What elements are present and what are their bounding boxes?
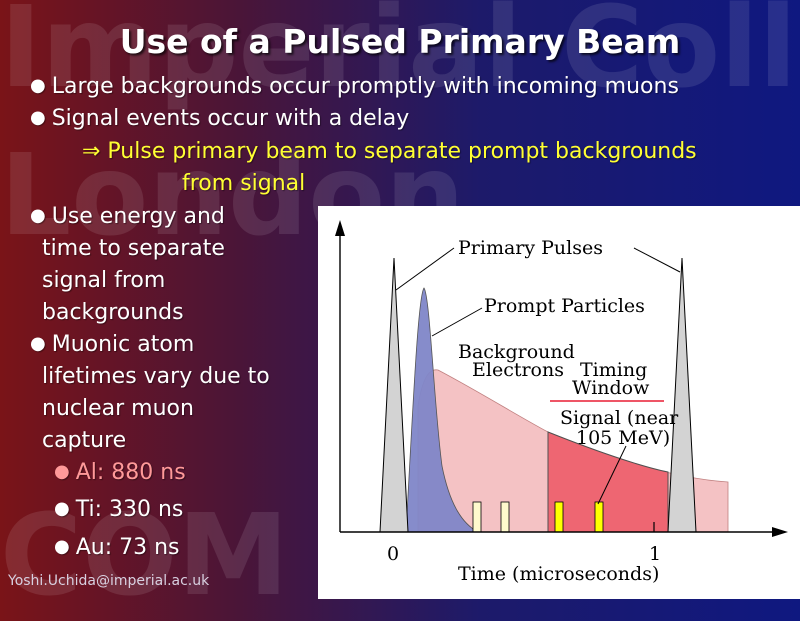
muonic-line-2: lifetimes vary due to bbox=[42, 364, 270, 389]
marker-pale-2 bbox=[500, 501, 510, 533]
slide-title: Use of a Pulsed Primary Beam bbox=[119, 22, 681, 61]
bullet-muonic-atom: Muonic atom bbox=[30, 332, 195, 357]
leader-primary-right bbox=[633, 247, 681, 273]
leader-signal bbox=[597, 445, 627, 505]
bullet-energy-time: Use energy and bbox=[30, 204, 225, 229]
arrow-line-1: ⇒ Pulse primary beam to separate prompt … bbox=[82, 139, 697, 164]
bullet-text: Au: 73 ns bbox=[75, 535, 180, 560]
marker-yellow-1 bbox=[554, 501, 564, 533]
timing-diagram: Primary Pulses Prompt Particles Backgrou… bbox=[318, 206, 800, 599]
label-timing-2: Window bbox=[572, 377, 650, 399]
bullet-text: Signal events occur with a delay bbox=[51, 106, 410, 131]
bullet-text: Al: 880 ns bbox=[75, 460, 186, 485]
bullet-text: Muonic atom bbox=[51, 332, 195, 357]
label-timing-1: Timing bbox=[580, 359, 647, 381]
timing-diagram-svg: Primary Pulses Prompt Particles Backgrou… bbox=[335, 220, 788, 585]
x-axis-label: Time (microseconds) bbox=[458, 563, 659, 585]
primary-pulse-right bbox=[667, 257, 697, 533]
bullet-backgrounds: Large backgrounds occur promptly with in… bbox=[30, 74, 679, 99]
bullet-text: Large backgrounds occur promptly with in… bbox=[51, 74, 679, 99]
bullet-signal-delay: Signal events occur with a delay bbox=[30, 106, 410, 131]
label-background-1: Background bbox=[458, 341, 575, 363]
bullet-text: Ti: 330 ns bbox=[75, 497, 184, 522]
energy-line-2: time to separate bbox=[42, 236, 225, 261]
sub-bullet-ti: Ti: 330 ns bbox=[54, 497, 184, 522]
leader-prompt bbox=[431, 307, 483, 337]
sub-bullet-al: Al: 880 ns bbox=[54, 460, 186, 485]
prompt-particles-peak bbox=[405, 287, 479, 533]
sub-bullet-au: Au: 73 ns bbox=[54, 535, 180, 560]
tick-label-0: 0 bbox=[387, 543, 399, 565]
label-primary-pulses: Primary Pulses bbox=[458, 237, 603, 259]
signal-region bbox=[547, 431, 669, 533]
y-axis-arrow bbox=[335, 220, 345, 236]
footer-email: Yoshi.Uchida@imperial.ac.uk bbox=[8, 573, 210, 589]
muonic-line-3: nuclear muon bbox=[42, 396, 194, 421]
leader-primary-left bbox=[395, 247, 455, 291]
primary-pulse-left bbox=[379, 257, 409, 533]
energy-line-3: signal from bbox=[42, 268, 166, 293]
marker-yellow-2 bbox=[594, 501, 604, 533]
energy-line-4: backgrounds bbox=[42, 300, 184, 325]
bullet-text: Use energy and bbox=[51, 204, 225, 229]
x-axis-arrow bbox=[772, 527, 788, 537]
label-background-2: Electrons bbox=[472, 359, 564, 381]
muonic-line-4: capture bbox=[42, 428, 127, 453]
arrow-line-2: from signal bbox=[182, 171, 306, 196]
label-signal-2: 105 MeV) bbox=[576, 427, 670, 449]
label-signal-1: Signal (near bbox=[560, 407, 679, 429]
tick-label-1: 1 bbox=[649, 543, 661, 565]
marker-pale-1 bbox=[472, 501, 482, 533]
label-prompt-particles: Prompt Particles bbox=[484, 295, 645, 317]
